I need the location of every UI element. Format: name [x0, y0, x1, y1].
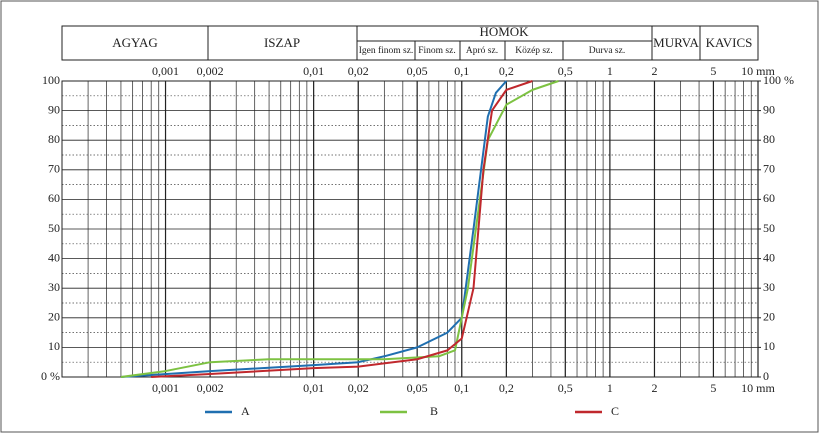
- x-tick-label-top: 0,01: [303, 64, 324, 78]
- y2-tick-label: 70: [763, 162, 775, 176]
- y-tick-label: 80: [48, 132, 60, 146]
- y-tick-label: 0 %: [41, 369, 60, 383]
- x-tick-label-bottom: 0,002: [197, 381, 224, 395]
- x-tick-label-bottom: 0,02: [348, 381, 369, 395]
- header-murva: MURVA: [653, 35, 699, 50]
- x-tick-label-top: 0,001: [152, 64, 179, 78]
- y2-tick-label: 10: [763, 339, 775, 353]
- x-tick-label-top: 1: [607, 64, 613, 78]
- y-tick-label: 30: [48, 280, 60, 294]
- header-iszap: ISZAP: [264, 35, 300, 50]
- x-tick-label-top: 0,02: [348, 64, 369, 78]
- y-tick-label: 100: [42, 73, 60, 87]
- x-tick-label-bottom: 5: [710, 381, 716, 395]
- legend-label: A: [241, 404, 250, 418]
- y2-tick-label: 20: [763, 310, 775, 324]
- y2-tick-label: 50: [763, 221, 775, 235]
- header-sub: Durva sz.: [589, 46, 625, 56]
- legend-label: B: [430, 404, 438, 418]
- x-tick-label-top: 0,2: [499, 64, 514, 78]
- header-kavics: KAVICS: [706, 35, 753, 50]
- x-tick-label-bottom: 2: [651, 381, 657, 395]
- y2-tick-label: 90: [763, 102, 775, 116]
- x-tick-label-bottom: 0,001: [152, 381, 179, 395]
- header-sub: Közép sz.: [515, 46, 552, 56]
- x-tick-label-top: 0,1: [454, 64, 469, 78]
- x-tick-label-top: 0,002: [197, 64, 224, 78]
- y2-tick-label: 40: [763, 250, 775, 264]
- x-tick-label-top: 10 mm: [741, 64, 775, 78]
- header-homok: HOMOK: [479, 24, 529, 39]
- x-tick-label-bottom: 10 mm: [741, 381, 775, 395]
- y2-tick-label: 0: [763, 369, 769, 383]
- x-tick-label-top: 0,5: [558, 64, 573, 78]
- y-tick-label: 40: [48, 250, 60, 264]
- x-tick-label-bottom: 0,01: [303, 381, 324, 395]
- x-tick-label-bottom: 0,5: [558, 381, 573, 395]
- curve: [120, 80, 508, 378]
- y2-tick-label: 60: [763, 191, 775, 205]
- y-tick-label: 60: [48, 191, 60, 205]
- header-sub: Apró sz.: [466, 46, 498, 56]
- header-sub: Finom sz.: [418, 46, 455, 56]
- curve: [151, 80, 533, 378]
- header-table: [61, 25, 759, 61]
- x-tick-label-bottom: 0,05: [407, 381, 428, 395]
- y-tick-label: 90: [48, 102, 60, 116]
- plot-border: [61, 80, 759, 378]
- y-tick-label: 50: [48, 221, 60, 235]
- x-tick-label-top: 0,05: [407, 64, 428, 78]
- y-tick-label: 10: [48, 339, 60, 353]
- y2-tick-label: 30: [763, 280, 775, 294]
- y-tick-label: 70: [48, 162, 60, 176]
- header-agyag: AGYAG: [112, 35, 158, 50]
- curve: [120, 80, 559, 378]
- y2-tick-label: 100 %: [763, 73, 794, 87]
- x-tick-label-bottom: 1: [607, 381, 613, 395]
- x-tick-label-bottom: 0,1: [454, 381, 469, 395]
- legend-label: C: [611, 404, 619, 418]
- y2-tick-label: 80: [763, 132, 775, 146]
- x-tick-label-top: 2: [651, 64, 657, 78]
- x-tick-label-top: 5: [710, 64, 716, 78]
- y-tick-label: 20: [48, 310, 60, 324]
- header-sub: Igen finom sz.: [359, 45, 414, 56]
- x-tick-label-bottom: 0,2: [499, 381, 514, 395]
